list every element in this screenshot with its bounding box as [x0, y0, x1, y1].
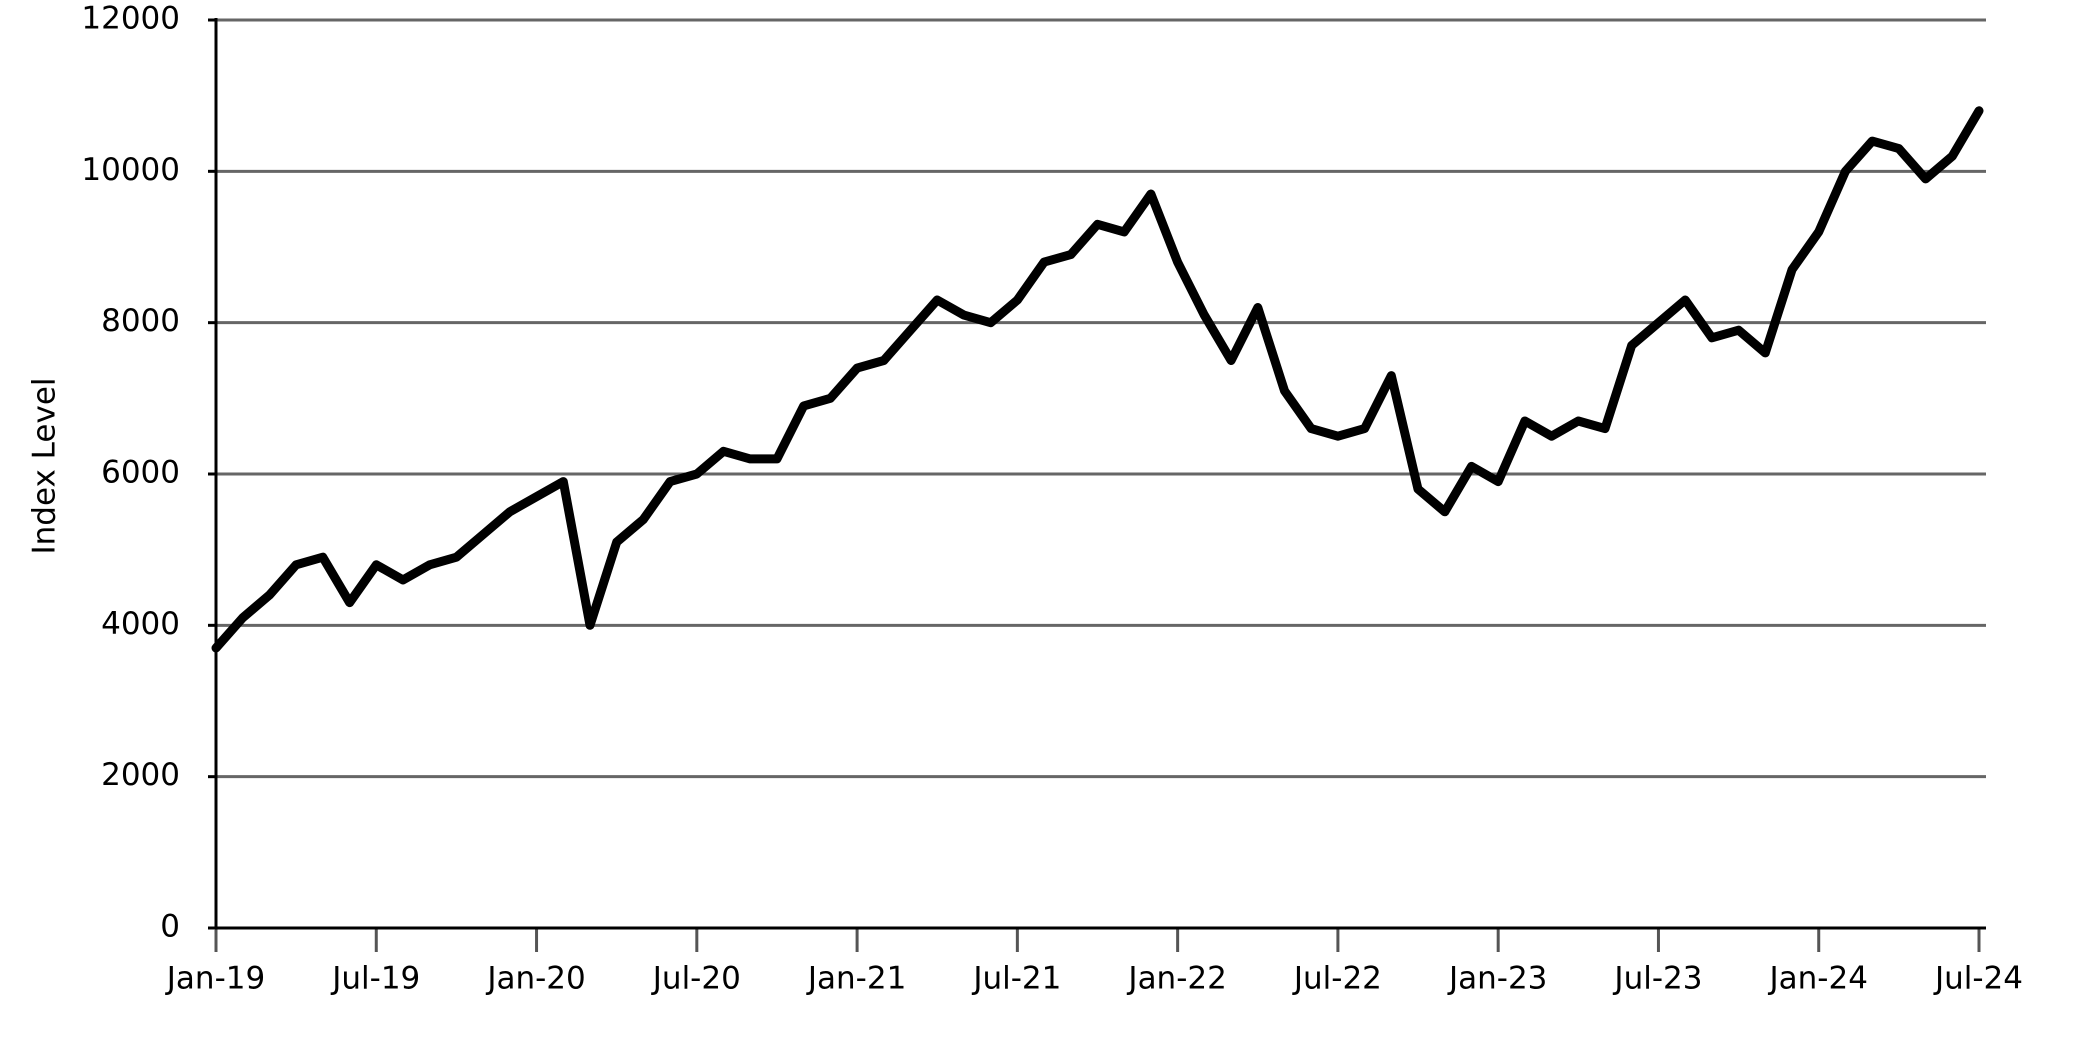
x-tick-label: Jul-22 — [1292, 961, 1382, 997]
x-tick-label: Jul-19 — [330, 961, 420, 997]
x-tick-label: Jul-20 — [651, 961, 741, 997]
x-tick-label: Jan-21 — [806, 961, 906, 997]
y-tick-label: 4000 — [101, 606, 180, 642]
x-tick-label: Jan-22 — [1126, 961, 1226, 997]
x-tick-label: Jan-23 — [1447, 961, 1547, 997]
x-tick-label: Jul-23 — [1612, 961, 1702, 997]
y-tick-label: 8000 — [101, 303, 180, 339]
data-line — [211, 106, 1984, 653]
y-tick-label: 2000 — [101, 757, 180, 793]
y-tick-label: 10000 — [81, 152, 180, 188]
x-tick-label: Jan-20 — [485, 961, 585, 997]
x-tick-label: Jan-19 — [165, 961, 265, 997]
y-tick-label: 12000 — [81, 1, 180, 37]
y-tick-label: 0 — [160, 909, 180, 945]
x-tick-label: Jul-21 — [971, 961, 1061, 997]
x-tick-label: Jul-24 — [1933, 961, 2023, 997]
x-tick-label: Jan-24 — [1768, 961, 1868, 997]
y-tick-label: 6000 — [101, 455, 180, 491]
y-axis-label: Index Level — [27, 377, 63, 554]
